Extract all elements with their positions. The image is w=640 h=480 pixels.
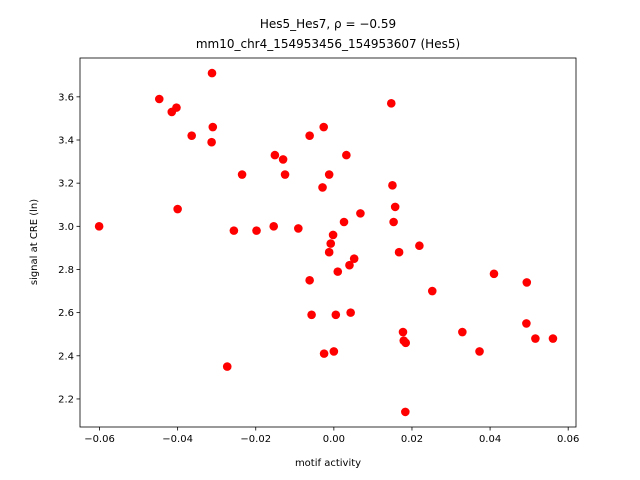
x-axis: −0.06 −0.04 −0.02 0.00 0.02 0.04 0.06: [84, 427, 579, 445]
chart-title-line-2: mm10_chr4_154953456_154953607 (Hes5): [196, 37, 460, 51]
y-axis-label: signal at CRE (ln): [29, 199, 40, 285]
y-tick-label: 2.8: [58, 265, 74, 276]
chart-title-line-1: Hes5_Hes7, ρ = −0.59: [260, 17, 396, 31]
x-tick-label: 0.06: [557, 434, 579, 445]
plot-area: [79, 57, 577, 428]
x-tick-label: 0.02: [401, 434, 423, 445]
data-point: [318, 183, 327, 192]
data-point: [187, 131, 196, 140]
data-point: [307, 310, 316, 320]
data-point: [345, 260, 354, 270]
data-points: [94, 68, 558, 417]
data-point: [394, 247, 404, 257]
data-point: [326, 239, 336, 248]
x-axis-label: motif activity: [295, 458, 361, 469]
y-tick-label: 3.4: [58, 136, 74, 147]
data-point: [398, 327, 408, 337]
data-point: [489, 269, 499, 279]
data-point: [270, 150, 280, 160]
data-point: [280, 170, 290, 179]
data-point: [386, 99, 396, 108]
data-point: [305, 275, 314, 285]
data-point: [324, 170, 334, 179]
data-point: [349, 254, 359, 263]
data-point: [207, 137, 216, 147]
data-point: [427, 286, 437, 296]
data-point: [388, 181, 397, 190]
data-point: [415, 241, 424, 251]
data-point: [389, 217, 398, 227]
y-axis: 2.2 2.4 2.6 2.8 3.0 3.2 3.4 3.6: [58, 92, 80, 405]
data-point: [458, 327, 467, 337]
data-point: [319, 122, 329, 132]
data-point: [278, 155, 288, 164]
data-point: [208, 122, 218, 132]
data-point: [522, 278, 532, 287]
data-point: [475, 347, 484, 356]
data-point: [294, 224, 303, 233]
data-point: [331, 310, 341, 320]
data-point: [522, 319, 531, 328]
data-point: [401, 338, 411, 348]
data-point: [401, 407, 410, 417]
data-point: [154, 94, 164, 104]
y-tick-label: 2.2: [58, 394, 74, 405]
data-point: [339, 217, 349, 227]
data-point: [324, 247, 334, 257]
data-point: [269, 222, 279, 231]
x-tick-label: −0.04: [162, 434, 193, 445]
data-point: [94, 222, 104, 231]
data-point: [173, 204, 182, 214]
x-tick-label: −0.06: [84, 434, 115, 445]
data-point: [319, 349, 329, 358]
data-point: [207, 68, 217, 78]
y-tick-label: 3.6: [58, 92, 74, 103]
plot-frame: [79, 57, 577, 428]
y-tick-label: 2.6: [58, 308, 74, 319]
data-point: [172, 103, 181, 112]
data-point: [329, 347, 339, 356]
data-point: [328, 230, 338, 240]
y-tick-label: 3.0: [58, 222, 74, 233]
data-point: [305, 131, 314, 140]
y-tick-label: 3.2: [58, 179, 74, 190]
data-point: [346, 308, 355, 317]
data-point: [333, 267, 343, 276]
data-point: [237, 170, 247, 179]
data-point: [222, 362, 232, 371]
data-point: [342, 150, 351, 160]
data-point: [531, 334, 540, 343]
x-tick-label: 0.04: [479, 434, 501, 445]
y-tick-label: 2.4: [58, 351, 74, 362]
x-tick-label: −0.02: [240, 434, 271, 445]
data-point: [252, 226, 261, 235]
data-point: [548, 334, 558, 343]
data-point: [229, 226, 239, 235]
x-tick-label: 0.00: [323, 434, 345, 445]
data-point: [356, 209, 365, 218]
data-point: [390, 202, 400, 212]
